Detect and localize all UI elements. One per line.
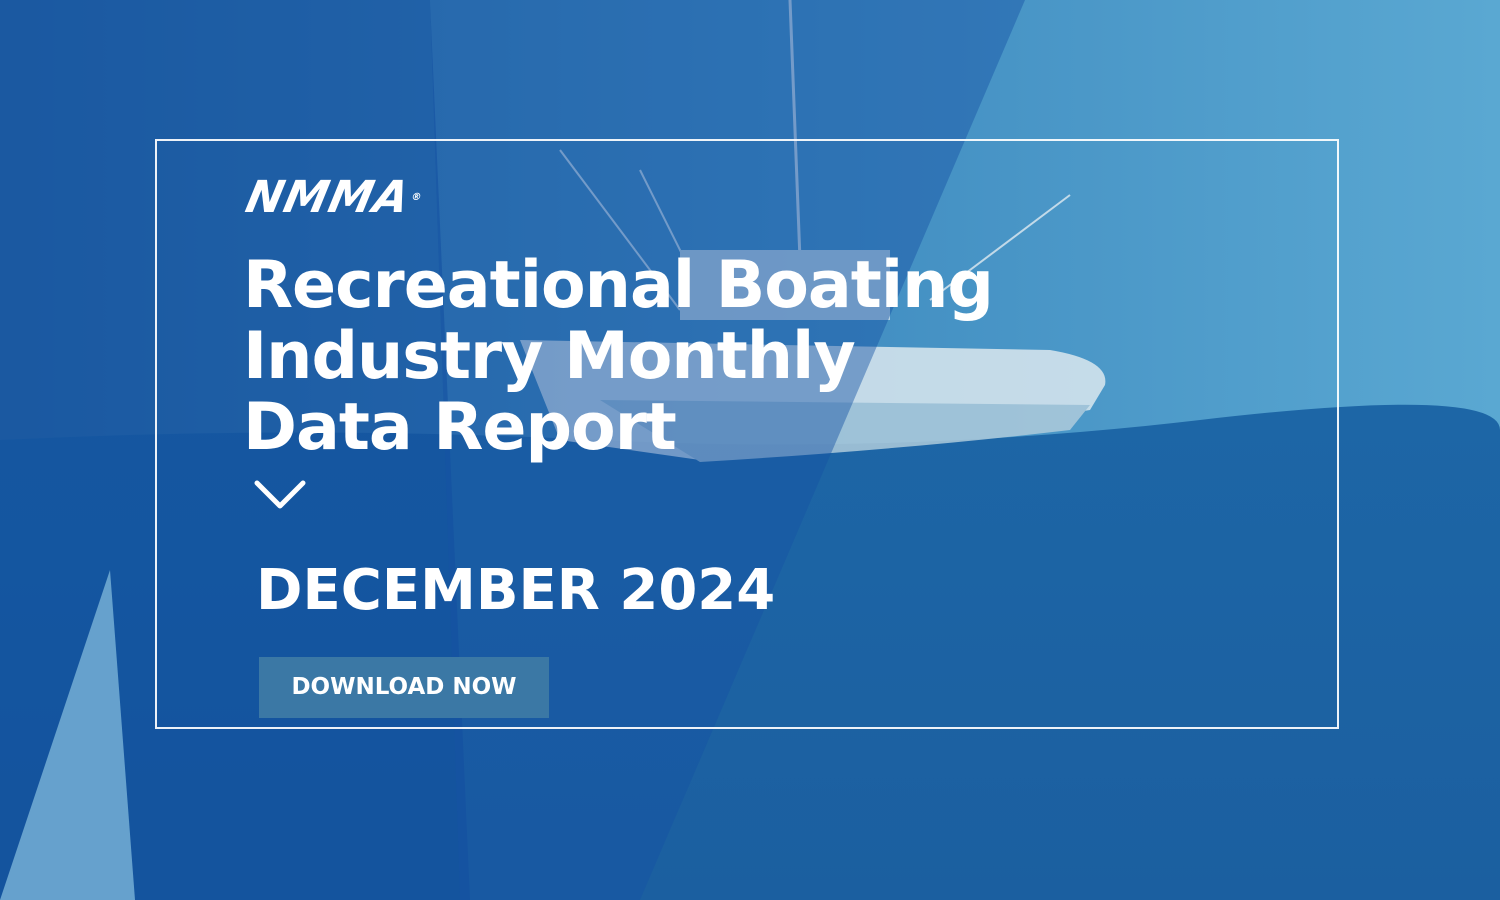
- logo-text: NMMA: [241, 172, 415, 223]
- registered-mark: ®: [410, 192, 424, 203]
- page-title: Recreational Boating Industry Monthly Da…: [243, 248, 994, 465]
- content-frame: [155, 139, 1339, 729]
- chevron-down-icon: [254, 480, 306, 509]
- boat-image: [520, 0, 1106, 462]
- nmma-logo: NMMA®: [241, 172, 427, 223]
- report-date: DECEMBER 2024: [256, 558, 776, 623]
- title-line-2: Industry Monthly: [243, 319, 856, 394]
- title-line-3: Data Report: [243, 390, 677, 465]
- title-line-1: Recreational Boating: [243, 248, 994, 323]
- download-now-button[interactable]: DOWNLOAD NOW: [259, 657, 549, 718]
